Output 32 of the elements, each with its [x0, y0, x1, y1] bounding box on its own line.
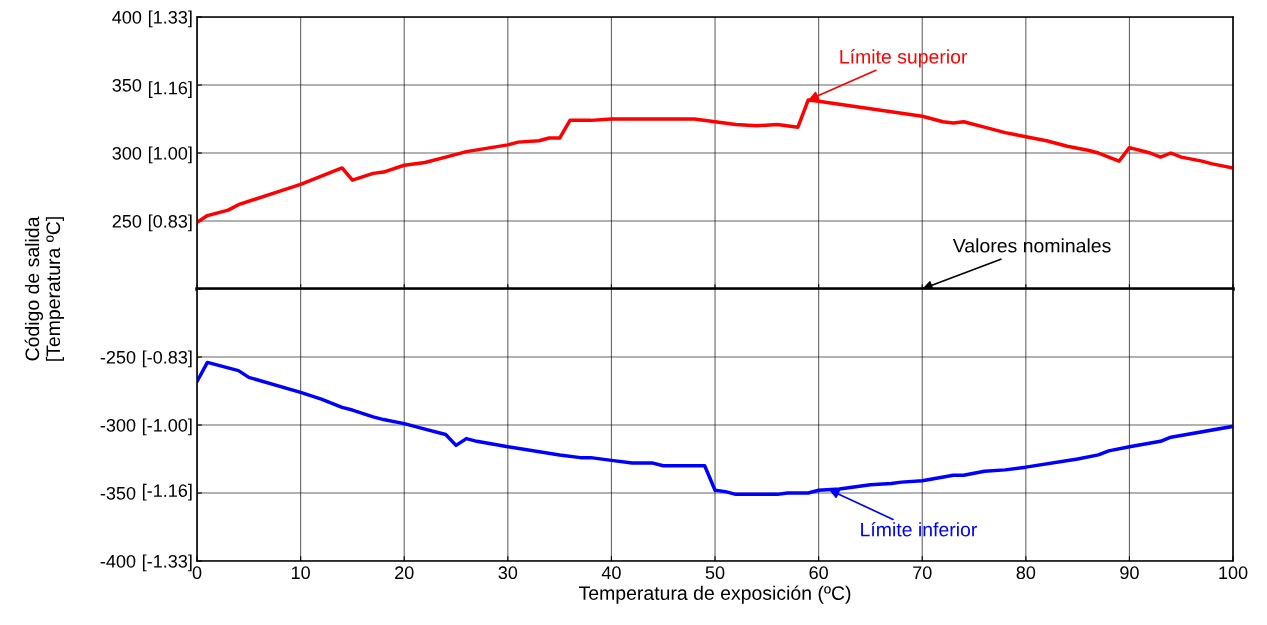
- y-tick-label: -350: [100, 486, 136, 500]
- y-tick-label: -300: [100, 418, 136, 432]
- x-tick-label: 30: [498, 566, 518, 580]
- y2-tick-label: [-1.33]: [142, 554, 192, 572]
- x-axis-title: Temperatura de exposición (ºC): [579, 585, 851, 604]
- annotation: Límite inferior: [861, 521, 978, 537]
- x-tick-label: 40: [601, 566, 621, 580]
- annotation: Valores nominales: [952, 238, 1111, 253]
- y2-tick-label: [1.33]: [148, 10, 192, 28]
- x-tick-label: 70: [913, 566, 932, 580]
- y-tick-label: -250: [100, 350, 136, 364]
- y-tick-label: 400: [112, 10, 142, 24]
- x-tick-label: 60: [809, 566, 828, 580]
- x-tick-label: 80: [1016, 566, 1036, 580]
- y-tick-label: 300: [112, 146, 142, 160]
- y2-tick-label: [0.83]: [148, 214, 192, 232]
- y-tick-label: 350: [112, 78, 142, 92]
- y2-tick-label: [-1.16]: [142, 483, 192, 501]
- y-tick-label: -400: [100, 554, 136, 568]
- y-tick-label: 250: [112, 214, 142, 228]
- x-tick-label: 100: [1219, 566, 1248, 580]
- x-tick-label: 10: [291, 566, 310, 580]
- x-tick-label: 0: [192, 566, 202, 580]
- y2-tick-label: [1.00]: [148, 146, 192, 164]
- annotation: Límite superior: [840, 49, 968, 68]
- x-tick-label: 20: [395, 566, 414, 580]
- y-axis-title: Código de salida [Temperatura ºC]: [24, 216, 64, 361]
- x-tick-label: 50: [705, 566, 725, 580]
- x-tick-label: 90: [1120, 566, 1139, 580]
- y2-tick-label: [-1.00]: [142, 418, 192, 436]
- y2-tick-label: [-0.83]: [142, 350, 192, 368]
- y2-tick-label: [1.16]: [148, 81, 192, 98]
